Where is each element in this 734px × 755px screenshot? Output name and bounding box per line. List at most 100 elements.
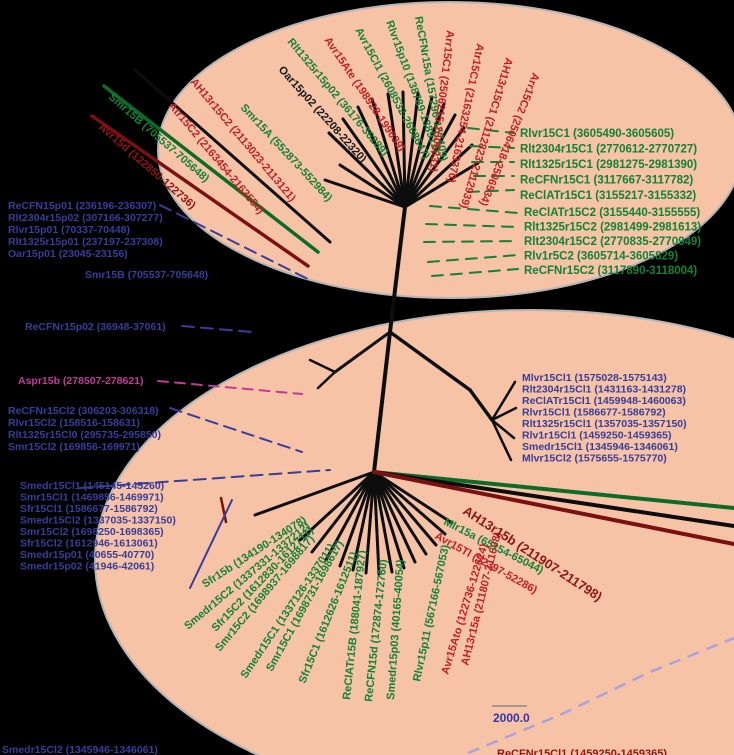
upper-fan-branch bbox=[356, 105, 407, 209]
left-block-1-extra-line: Smr15B (705537-705648) bbox=[85, 269, 208, 281]
lower-fan-branch bbox=[310, 470, 376, 554]
lower-fan-branch bbox=[372, 470, 438, 547]
tree-branches bbox=[90, 68, 734, 576]
left-block-3-line: Smedr15Cl2 (1337035-1337150) bbox=[20, 515, 176, 527]
bottom-edge-clipped-blue: Smedr15Cl2 (1345946-1346061) bbox=[2, 744, 158, 755]
short-darkred-branch bbox=[219, 496, 228, 524]
subhub-branch bbox=[490, 406, 518, 422]
left-block-1-line: Rlt1325r15p01 (237197-237308) bbox=[8, 236, 163, 248]
lower-fan-branch bbox=[372, 470, 406, 570]
green-dashed-connector bbox=[469, 145, 515, 149]
magenta-dashed-connector bbox=[157, 380, 303, 395]
internal-branch bbox=[308, 358, 337, 374]
trunk bbox=[388, 288, 397, 334]
lower-fan-branch bbox=[364, 470, 376, 575]
right-block-line: Rlv1r15Cl1 (1459250-1459365) bbox=[522, 430, 671, 442]
blue-dashed-connector bbox=[169, 407, 303, 453]
lower-fan-branch bbox=[253, 470, 376, 517]
lower-fan-branch bbox=[324, 470, 376, 562]
left-block-2-line: Smr15Cl2 (169856-169971) bbox=[8, 441, 140, 453]
upper-fan-branch bbox=[403, 113, 457, 209]
green-dashed-connector bbox=[425, 223, 519, 228]
left-block-1-line: Oar15p01 (23045-23156) bbox=[8, 248, 128, 260]
right-block-line: Mlvr15Cl2 (1575655-1575770) bbox=[522, 453, 667, 465]
left-block-1-line: Rlt2304r15p02 (307166-307277) bbox=[8, 212, 163, 224]
blue-dashed-connector bbox=[79, 469, 331, 489]
blue-dashed-connector bbox=[181, 325, 253, 333]
left-block-3-line: Smr15Cl2 (1698250-1698365) bbox=[20, 526, 164, 538]
blue-connector-line bbox=[189, 499, 233, 589]
magenta-label: Aspr15b (278507-278621) bbox=[18, 375, 144, 387]
right-gene-list-1-item: ReCFNr15C1 (3117667-3117782) bbox=[520, 175, 693, 187]
left-block-3-line: Sfr15Cl2 (1612946-1613061) bbox=[20, 538, 158, 550]
upper-fan-branch bbox=[386, 92, 407, 209]
blue-dashed-connector bbox=[159, 204, 311, 281]
internal-branch bbox=[333, 330, 392, 374]
scale-bar-label: 2000.0 bbox=[493, 711, 530, 725]
right-gene-list-1-item: ReClATr15C1 (3155217-3155332) bbox=[520, 190, 696, 202]
green-dashed-connector bbox=[431, 268, 519, 277]
upper-fan-branch bbox=[341, 117, 407, 209]
right-block-line: Rlt2304r15Cl1 (1431163-1431278) bbox=[522, 384, 686, 396]
lower-fan-branch bbox=[372, 470, 381, 576]
left-block-2-line: Rlvr15Cl2 (158516-158631) bbox=[8, 417, 140, 429]
right-gene-list-2-item: Rlv1r5C2 (3605714-3605829) bbox=[524, 251, 678, 263]
upper-fan-branch bbox=[403, 126, 466, 209]
lower-fan-branch bbox=[372, 470, 417, 564]
lower-fan-branch bbox=[372, 470, 394, 574]
lower-fan-branch bbox=[372, 470, 447, 536]
left-block-3-line: Smedr15Cl1 (145145-145260) bbox=[20, 480, 164, 492]
upper-fan-branch bbox=[338, 163, 407, 209]
subhub-branch bbox=[490, 418, 513, 462]
lavender-dashed-line bbox=[467, 636, 734, 755]
upper-fan-branch bbox=[403, 91, 420, 209]
internal-branch bbox=[388, 330, 472, 392]
right-block-line: ReClATr15Cl1 (1459948-1460063) bbox=[522, 395, 686, 407]
left-block-3-line: Smr15Cl1 (1469856-1469971) bbox=[20, 492, 164, 504]
right-gene-list-1-item: Rlt1325r15C1 (2981275-2981390) bbox=[520, 159, 697, 171]
long-branch-green bbox=[372, 470, 734, 510]
left-block-3-line: Smedr15p01 (40655-40770) bbox=[20, 549, 154, 561]
green-dashed-connector bbox=[429, 205, 519, 214]
right-gene-list-2-item: ReCFNr15C2 (3117890-3118004) bbox=[524, 265, 697, 277]
right-block-line: Rlvr15Cl1 (1586677-1586792) bbox=[522, 407, 666, 419]
left-block-1-line: ReCFN15p01 (236196-236307) bbox=[8, 200, 156, 212]
long-branch-darkred bbox=[372, 470, 734, 546]
left-single-blue-line: ReCFNr15p02 (36948-37061) bbox=[25, 321, 166, 333]
upper-fan-branch bbox=[401, 90, 407, 209]
green-dashed-connector bbox=[467, 127, 515, 134]
right-gene-list-2-item: Rlt2304r15C2 (2770835-2770949) bbox=[524, 236, 701, 248]
upper-fan-branch bbox=[327, 131, 407, 209]
right-block-line: Smedr15Cl1 (1345946-1346061) bbox=[522, 441, 678, 453]
green-dashed-connector bbox=[423, 240, 519, 243]
green-dashed-connector bbox=[467, 189, 515, 193]
outgroup-branch-green bbox=[102, 84, 320, 254]
internal-branch bbox=[468, 388, 494, 422]
right-block-line: Mlvr15Cl1 (1575028-1575143) bbox=[522, 372, 667, 384]
upper-fan-branch bbox=[323, 178, 407, 209]
upper-fan-branch bbox=[403, 102, 446, 209]
lower-fan-branch bbox=[372, 470, 428, 556]
left-block-3-line: Sfr15Cl1 (1586677-1586792) bbox=[20, 503, 158, 515]
dashed-connectors bbox=[79, 127, 734, 755]
bottom-edge-clipped-darkred: ReCFNr15Cl1 (1459250-1459365) bbox=[497, 748, 667, 755]
long-branch-black bbox=[372, 470, 734, 528]
right-gene-list-2-item: ReClATr15C2 (3155440-3155555) bbox=[524, 207, 700, 219]
right-gene-list-1-item: Rlvr15C1 (3605490-3605605) bbox=[520, 128, 674, 140]
left-block-2-line: ReCFNr15Cl2 (306203-306318) bbox=[8, 405, 159, 417]
subhub-branch bbox=[490, 380, 517, 422]
green-dashed-connector bbox=[427, 254, 519, 263]
right-gene-list-1-item: Rlt2304r15C1 (2770612-2770727) bbox=[520, 144, 697, 156]
trunk bbox=[372, 330, 392, 474]
outgroup-branch-black bbox=[133, 68, 332, 244]
right-gene-list-2-item: Rlt1325r15C2 (2981499-2981613) bbox=[524, 222, 701, 234]
internal-branch bbox=[316, 370, 337, 390]
left-block-3-line: Smedr15p02 (41946-42061) bbox=[20, 561, 154, 573]
lower-fan-branch bbox=[372, 470, 454, 525]
lower-clade-ellipse bbox=[94, 309, 734, 755]
upper-fan-branch bbox=[403, 95, 434, 209]
lower-fan-branch bbox=[351, 470, 376, 572]
left-block-1-line: Rlvr15p01 (70337-70448) bbox=[8, 224, 130, 236]
lower-fan-branch bbox=[298, 470, 376, 542]
